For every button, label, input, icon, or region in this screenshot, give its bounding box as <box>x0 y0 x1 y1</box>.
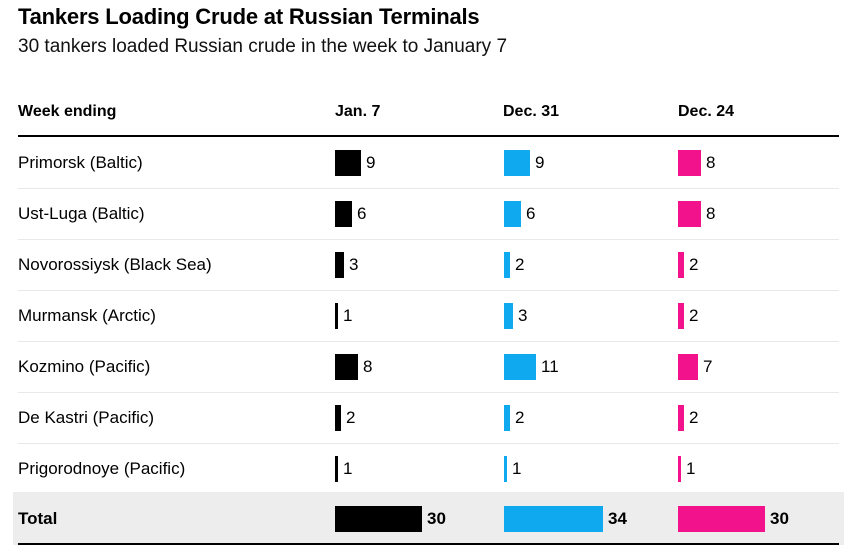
cell-dec-31: 2 <box>504 240 524 290</box>
table-row: Novorossiysk (Black Sea) 3 2 2 <box>18 240 839 291</box>
value-bar <box>678 405 684 431</box>
value-bar <box>335 354 358 380</box>
value-bar <box>504 405 510 431</box>
value-bar <box>504 505 603 532</box>
value-bar <box>335 252 344 278</box>
value-label: 6 <box>357 204 367 223</box>
value-label: 2 <box>689 408 699 427</box>
value-label: 9 <box>535 153 545 172</box>
cell-dec-31: 11 <box>504 342 559 392</box>
value-label: 9 <box>366 153 376 172</box>
chart-title: Tankers Loading Crude at Russian Termina… <box>18 4 480 29</box>
chart-subtitle: 30 tankers loaded Russian crude in the w… <box>18 36 508 57</box>
table-body: Primorsk (Baltic) 9 9 8 Ust-Luga (Baltic… <box>18 138 839 494</box>
value-label: 30 <box>427 508 446 528</box>
value-bar <box>504 252 510 278</box>
cell-dec-31: 1 <box>504 444 521 494</box>
cell-dec-31: 2 <box>504 393 524 443</box>
value-bar <box>504 303 513 329</box>
table-row: Prigorodnoye (Pacific) 1 1 1 <box>18 444 839 494</box>
cell-jan-7: 1 <box>335 444 352 494</box>
terminal-label: Murmansk (Arctic) <box>18 306 156 325</box>
cell-dec-24: 1 <box>678 444 695 494</box>
cell-dec-24: 2 <box>678 291 698 341</box>
value-label: 34 <box>608 508 627 528</box>
column-header-week-ending: Week ending <box>18 103 117 120</box>
cell-dec-24: 2 <box>678 240 698 290</box>
cell-jan-7: 1 <box>335 291 352 341</box>
bottom-divider <box>18 543 839 545</box>
value-bar <box>504 456 507 482</box>
cell-jan-7: 8 <box>335 342 372 392</box>
value-bar <box>678 456 681 482</box>
value-label: 2 <box>515 255 525 274</box>
value-bar <box>504 201 521 227</box>
value-bar <box>335 456 338 482</box>
value-bar <box>678 354 698 380</box>
terminal-label: Primorsk (Baltic) <box>18 153 143 172</box>
value-label: 2 <box>689 255 699 274</box>
terminal-label: De Kastri (Pacific) <box>18 408 155 427</box>
terminal-label: Prigorodnoye (Pacific) <box>18 459 186 478</box>
cell-jan-7: 2 <box>335 393 355 443</box>
value-bar <box>335 303 338 329</box>
value-label: 1 <box>343 306 353 325</box>
value-bar <box>504 150 530 176</box>
value-label: 11 <box>541 357 559 376</box>
cell-dec-24: 2 <box>678 393 698 443</box>
value-label: 1 <box>686 459 696 478</box>
total-cell-dec-31: 34 <box>504 492 627 545</box>
column-header-dec-31: Dec. 31 <box>503 103 560 120</box>
table-row: Murmansk (Arctic) 1 3 2 <box>18 291 839 342</box>
cell-dec-24: 8 <box>678 138 715 188</box>
cell-jan-7: 9 <box>335 138 375 188</box>
cell-jan-7: 6 <box>335 189 366 239</box>
value-bar <box>335 405 341 431</box>
column-header-jan-7: Jan. 7 <box>335 103 381 120</box>
cell-dec-31: 6 <box>504 189 535 239</box>
cell-dec-31: 3 <box>504 291 527 341</box>
value-bar <box>678 303 684 329</box>
value-bar <box>678 150 701 176</box>
value-label: 1 <box>512 459 522 478</box>
cell-jan-7: 3 <box>335 240 358 290</box>
table-row: Kozmino (Pacific) 8 11 7 <box>18 342 839 393</box>
terminal-label: Ust-Luga (Baltic) <box>18 204 145 223</box>
value-label: 2 <box>346 408 356 427</box>
value-bar <box>504 354 536 380</box>
table-row: Primorsk (Baltic) 9 9 8 <box>18 138 839 189</box>
value-label: 30 <box>770 508 789 528</box>
value-bar <box>335 505 422 532</box>
value-bar <box>335 150 361 176</box>
terminal-label: Novorossiysk (Black Sea) <box>18 255 212 274</box>
value-label: 2 <box>515 408 525 427</box>
value-label: 3 <box>349 255 359 274</box>
total-cell-jan-7: 30 <box>335 492 446 545</box>
value-label: 8 <box>706 204 716 223</box>
terminal-label: Kozmino (Pacific) <box>18 357 151 376</box>
value-label: 3 <box>518 306 528 325</box>
table-row: De Kastri (Pacific) 2 2 2 <box>18 393 839 444</box>
value-label: 6 <box>526 204 536 223</box>
column-header-dec-24: Dec. 24 <box>678 103 735 120</box>
value-label: 1 <box>343 459 353 478</box>
cell-dec-24: 8 <box>678 189 715 239</box>
total-label: Total <box>18 508 58 528</box>
total-row: Total 30 34 30 <box>13 492 844 545</box>
value-label: 7 <box>703 357 713 376</box>
value-label: 8 <box>706 153 716 172</box>
cell-dec-24: 7 <box>678 342 712 392</box>
value-label: 8 <box>363 357 373 376</box>
total-cell-dec-24: 30 <box>678 492 789 545</box>
value-bar <box>678 252 684 278</box>
header-divider <box>18 135 839 137</box>
value-label: 2 <box>689 306 699 325</box>
value-bar <box>678 505 765 532</box>
table-row: Ust-Luga (Baltic) 6 6 8 <box>18 189 839 240</box>
value-bar <box>335 201 352 227</box>
value-bar <box>678 201 701 227</box>
cell-dec-31: 9 <box>504 138 544 188</box>
